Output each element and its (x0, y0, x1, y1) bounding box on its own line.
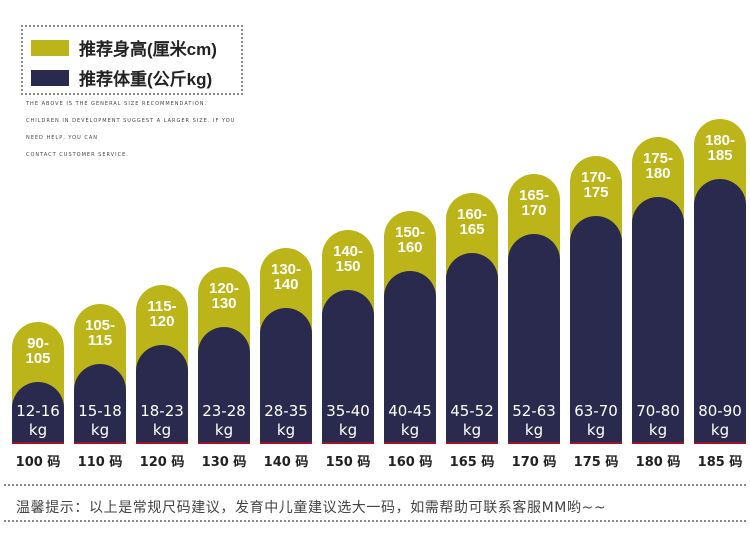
height-range: 130- 140 (270, 261, 302, 293)
size-label: 100 码 (15, 455, 61, 470)
height-range: 150- 160 (394, 224, 426, 256)
legend-box: 推荐身高(厘米cm) 推荐体重(公斤kg) (21, 25, 243, 95)
height-range: 160- 165 (456, 205, 488, 238)
tip-box: 温馨提示：以上是常规尺码建议，发育中儿童建议选大一码，如需帮助可联系客服MM哟~… (4, 484, 746, 522)
height-range: 170- 175 (580, 168, 612, 201)
weight-bar: 45-52 kg (446, 252, 498, 444)
weight-bar: 15-18 kg (74, 363, 126, 444)
size-column: 175- 180 70-80 kg (632, 137, 684, 444)
height-range: 175- 180 (642, 150, 674, 182)
size-column: 160- 165 45-52 kg (446, 192, 498, 444)
size-label: 180 码 (635, 455, 681, 470)
size-label: 170 码 (511, 455, 557, 470)
weight-bar: 18-23 kg (136, 345, 188, 444)
tip-text: 温馨提示：以上是常规尺码建议，发育中儿童建议选大一码，如需帮助可联系客服MM哟~… (16, 500, 607, 516)
size-column: 140- 150 35-40 kg (322, 229, 374, 444)
height-range: 180- 185 (704, 131, 736, 164)
legend-height: 推荐身高(厘米cm) (31, 35, 217, 60)
weight-range: 70-80 kg (636, 402, 680, 439)
size-column: 105- 115 15-18 kg (74, 303, 126, 444)
legend-weight: 推荐体重(公斤kg) (31, 65, 212, 90)
size-label: 120 码 (139, 455, 185, 470)
size-label: 140 码 (263, 455, 309, 470)
legend-weight-label: 推荐体重(公斤kg) (79, 70, 213, 89)
height-range: 140- 150 (332, 242, 364, 275)
weight-bar: 12-16 kg (12, 382, 64, 444)
size-label: 110 码 (77, 455, 123, 470)
size-label: 175 码 (573, 455, 619, 470)
weight-range: 52-63 kg (512, 402, 556, 439)
weight-range: 15-18 kg (78, 402, 122, 439)
height-range: 115- 120 (147, 298, 177, 330)
note-line-4: CONTACT CUSTOMER SERVICE. (26, 152, 129, 158)
weight-range: 12-16 kg (16, 402, 60, 439)
size-label: 130 码 (201, 455, 247, 470)
size-label: 150 码 (325, 455, 371, 470)
size-column: 180- 185 80-90 kg (694, 118, 746, 444)
size-column: 165- 170 52-63 kg (508, 174, 560, 444)
height-range: 120- 130 (208, 279, 240, 312)
size-column: 120- 130 23-28 kg (198, 266, 250, 444)
legend-height-label: 推荐身高(厘米cm) (79, 40, 217, 59)
weight-bar: 23-28 kg (198, 326, 250, 444)
weight-range: 35-40 kg (326, 402, 370, 439)
weight-bar: 80-90 kg (694, 178, 746, 444)
size-label: 165 码 (449, 455, 495, 470)
size-column: 150- 160 40-45 kg (384, 211, 436, 444)
legend-height-swatch (31, 39, 69, 56)
size-column: 90- 105 12-16 kg (12, 322, 64, 444)
legend-weight-swatch (31, 69, 69, 86)
weight-range: 18-23 kg (140, 402, 184, 439)
weight-bar: 63-70 kg (570, 215, 622, 444)
weight-range: 23-28 kg (202, 402, 246, 439)
height-range: 165- 170 (518, 187, 550, 219)
note-line-3: NEED HELP, YOU CAN (26, 135, 99, 141)
weight-range: 40-45 kg (388, 402, 432, 439)
weight-range: 45-52 kg (450, 402, 494, 439)
height-range: 90- 105 (25, 335, 51, 367)
note-line-1: THE ABOVE IS THE GENERAL SIZE RECOMMENDA… (26, 101, 208, 107)
weight-bar: 52-63 kg (508, 234, 560, 444)
weight-range: 80-90 kg (698, 402, 742, 439)
size-column: 115- 120 18-23 kg (136, 285, 188, 444)
size-column: 130- 140 28-35 kg (260, 248, 312, 444)
weight-bar: 28-35 kg (260, 308, 312, 444)
weight-range: 63-70 kg (574, 402, 618, 439)
weight-bar: 40-45 kg (384, 271, 436, 444)
size-label: 160 码 (387, 455, 433, 470)
note-line-2: CHILDREN IN DEVELOPMENT SUGGEST A LARGER… (26, 118, 236, 124)
height-range: 105- 115 (84, 316, 116, 349)
weight-bar: 70-80 kg (632, 197, 684, 444)
size-column: 170- 175 63-70 kg (570, 155, 622, 444)
weight-range: 28-35 kg (264, 402, 308, 439)
weight-bar: 35-40 kg (322, 289, 374, 444)
size-label: 185 码 (697, 455, 743, 470)
